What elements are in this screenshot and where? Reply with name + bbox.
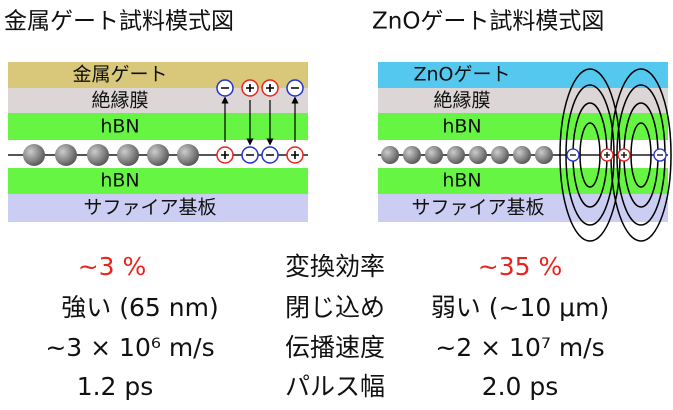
cell: 弱い (~10 μm) xyxy=(431,293,609,322)
layer-label: hBN xyxy=(442,116,481,138)
cell: パルス幅 xyxy=(285,372,385,401)
cell: 伝播速度 xyxy=(285,333,385,362)
layer-label: サファイア基板 xyxy=(411,197,544,219)
layer-label: hBN xyxy=(100,170,139,192)
title: ZnOゲート試料模式図 xyxy=(372,9,604,35)
cell: ~2 × 10⁷ m/s xyxy=(435,333,604,362)
layer-label: ZnOゲート xyxy=(413,64,510,86)
cell: 閉じ込め xyxy=(285,293,385,322)
cell: ~3 % xyxy=(78,252,147,281)
layer-label: hBN xyxy=(442,170,481,192)
layer-label: サファイア基板 xyxy=(83,197,216,219)
cell: ~3 × 10⁶ m/s xyxy=(45,333,214,362)
right-diagram: ZnOゲート 絶縁膜 hBN hBN サファイア基板 xyxy=(378,62,672,242)
left-diagram: 金属ゲート 絶縁膜 hBN hBN サファイア基板 xyxy=(8,62,308,222)
layer-label: hBN xyxy=(100,116,139,138)
layer-label: 金属ゲート xyxy=(72,64,167,86)
cell: 1.2 ps xyxy=(77,372,154,401)
cell: 強い (65 nm) xyxy=(61,293,218,322)
comparison-table: ~3 % 変換効率 ~35 % 強い (65 nm) 閉じ込め 弱い (~10 … xyxy=(45,252,609,401)
cell: 変換効率 xyxy=(285,252,385,281)
cell: ~35 % xyxy=(478,252,562,281)
layer-label: 絶縁膜 xyxy=(433,90,490,112)
cell: 2.0 ps xyxy=(482,372,559,401)
title: 金属ゲート試料模式図 xyxy=(4,9,234,35)
layer-label: 絶縁膜 xyxy=(91,90,148,112)
